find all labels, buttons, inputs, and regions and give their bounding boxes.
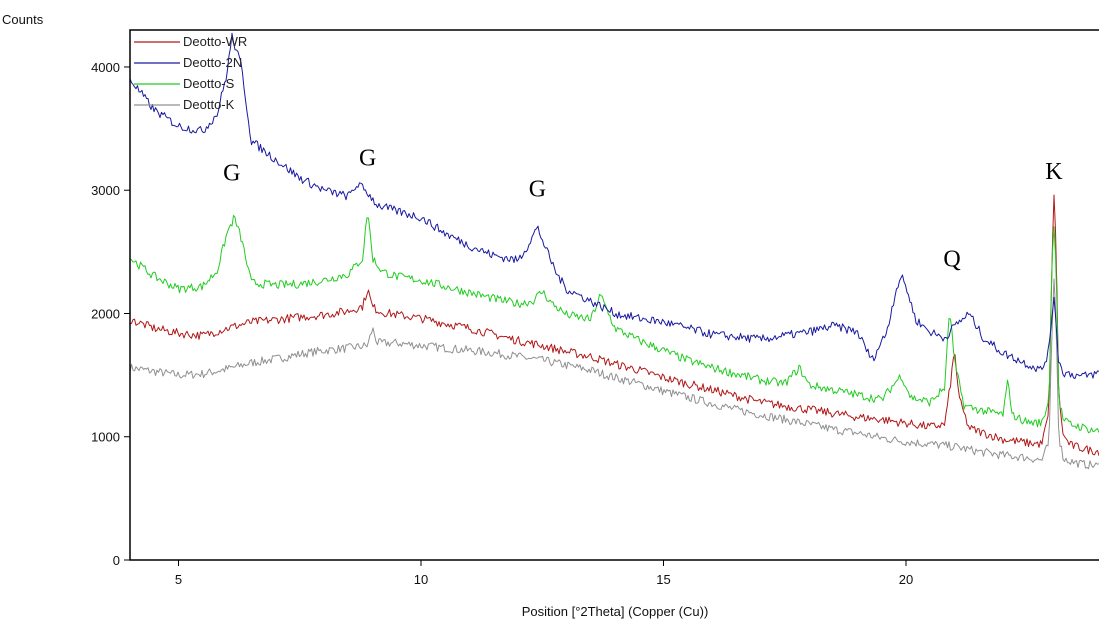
peak-label: G bbox=[223, 160, 240, 186]
x-tick-label: 15 bbox=[656, 572, 670, 587]
series-line-deotto-2n bbox=[129, 32, 1099, 379]
x-tick-label: 10 bbox=[414, 572, 428, 587]
y-axis-title: Counts bbox=[2, 12, 44, 27]
legend-label: Deotto-S bbox=[183, 76, 235, 91]
plot-frame bbox=[129, 29, 1099, 561]
y-tick-label: 3000 bbox=[91, 183, 120, 198]
y-tick-label: 4000 bbox=[91, 60, 120, 75]
series-line-deotto-wr bbox=[129, 194, 1099, 456]
plot-lines bbox=[129, 32, 1099, 470]
peak-label: G bbox=[529, 176, 546, 202]
peak-label: K bbox=[1045, 159, 1063, 185]
y-tick-label: 2000 bbox=[91, 306, 120, 321]
x-tick-label: 5 bbox=[175, 572, 182, 587]
axis-ticks: 0 1000 2000 3000 4000 5 10 15 20 bbox=[91, 60, 913, 587]
y-tick-label: 1000 bbox=[91, 430, 120, 445]
legend: Deotto-WR Deotto-2N Deotto-S Deotto-K bbox=[134, 34, 247, 112]
series-line-deotto-k bbox=[129, 278, 1099, 470]
y-tick-label: 0 bbox=[113, 553, 120, 568]
peak-label: Q bbox=[943, 247, 960, 273]
x-tick-label: 20 bbox=[899, 572, 913, 587]
legend-label: Deotto-2N bbox=[183, 55, 242, 70]
x-axis-title: Position [°2Theta] (Copper (Cu)) bbox=[522, 604, 709, 619]
peak-annotations: G G G Q K bbox=[223, 146, 1063, 273]
peak-label: G bbox=[359, 146, 376, 172]
legend-label: Deotto-WR bbox=[183, 34, 247, 49]
series-line-deotto-s bbox=[129, 214, 1099, 434]
legend-label: Deotto-K bbox=[183, 97, 235, 112]
